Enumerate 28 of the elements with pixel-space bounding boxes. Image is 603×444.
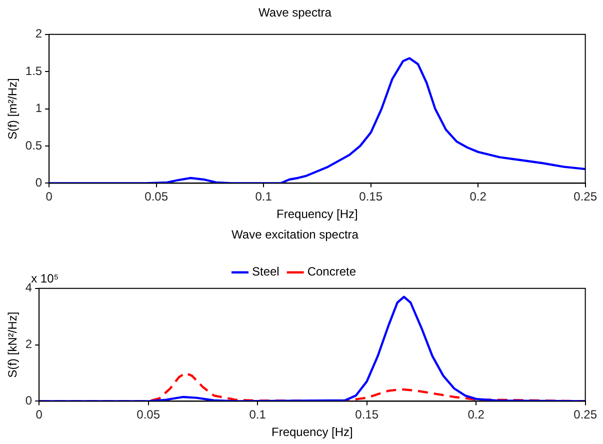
y-tick-label: 2	[25, 337, 32, 352]
legend-label: Concrete	[307, 264, 356, 279]
x-tick-label: 0.1	[249, 408, 266, 422]
x-tick-label: 0.15	[359, 190, 383, 204]
x-axis-title: Frequency [Hz]	[272, 425, 353, 440]
x-tick-label: 0.2	[468, 408, 485, 422]
y-axis-title: S(f) [kN²/Hz]	[6, 312, 20, 378]
y-tick-label: 2	[35, 26, 42, 41]
y-axis-title: S(f) [m²/Hz]	[6, 78, 20, 140]
x-tick-label: 0.2	[470, 190, 487, 204]
x-tick-label: 0.25	[574, 190, 598, 204]
y-tick-label: 0	[25, 394, 32, 408]
x-tick-label: 0.25	[574, 408, 598, 422]
x-axis-title: Frequency [Hz]	[276, 207, 358, 222]
y-tick-label: 1	[35, 101, 42, 116]
y-tick-label: 0	[35, 176, 42, 190]
y-tick-label: 1.5	[25, 64, 42, 78]
x-tick-label: 0	[46, 190, 53, 204]
x-tick-label: 0.05	[136, 408, 160, 422]
chart-title: Wave excitation spectra	[232, 228, 359, 242]
x-tick-label: 0.05	[144, 190, 168, 204]
chart-title: Wave spectra	[258, 6, 332, 20]
x-tick-label: 0.15	[355, 408, 379, 422]
x-tick-label: 0.1	[255, 190, 272, 204]
legend-label: Steel	[252, 264, 280, 279]
y-tick-label: 0.5	[25, 138, 42, 152]
text: x 10⁵	[31, 272, 59, 286]
y-tick-label: 4	[25, 280, 32, 295]
